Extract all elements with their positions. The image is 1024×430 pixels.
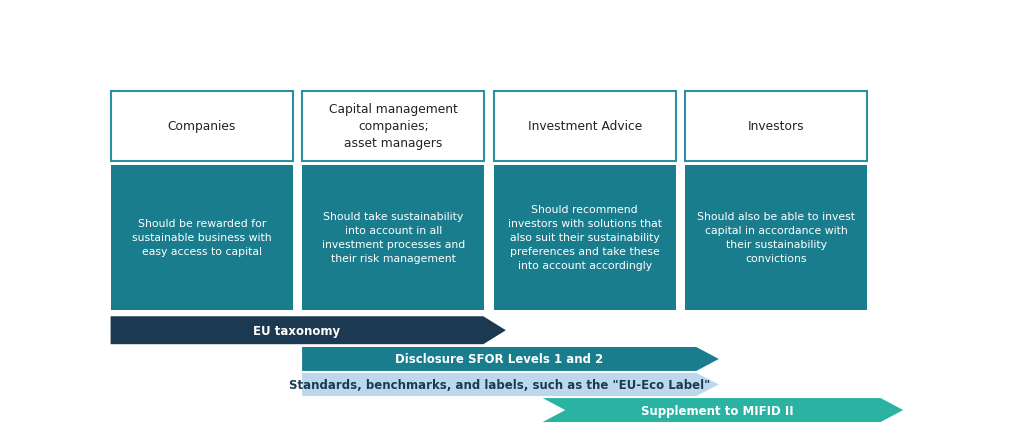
Text: Investors: Investors [748, 120, 805, 133]
Text: Should take sustainability
into account in all
investment processes and
their ri: Should take sustainability into account … [322, 212, 465, 264]
FancyBboxPatch shape [685, 165, 867, 310]
Polygon shape [111, 316, 506, 344]
Text: Should also be able to invest
capital in accordance with
their sustainability
co: Should also be able to invest capital in… [697, 212, 855, 264]
Text: Investment Advice: Investment Advice [527, 120, 642, 133]
Text: Capital management
companies;
asset managers: Capital management companies; asset mana… [329, 103, 458, 150]
Polygon shape [543, 398, 903, 422]
Text: EU taxonomy: EU taxonomy [253, 324, 341, 337]
Text: Should be rewarded for
sustainable business with
easy access to capital: Should be rewarded for sustainable busin… [132, 219, 271, 257]
Polygon shape [302, 347, 719, 371]
FancyBboxPatch shape [111, 92, 293, 161]
FancyBboxPatch shape [494, 92, 676, 161]
Text: Disclosure SFOR Levels 1 and 2: Disclosure SFOR Levels 1 and 2 [395, 353, 603, 366]
Text: Standards, benchmarks, and labels, such as the "EU-Eco Label": Standards, benchmarks, and labels, such … [289, 378, 710, 391]
Text: Companies: Companies [168, 120, 236, 133]
Text: Should recommend
investors with solutions that
also suit their sustainability
pr: Should recommend investors with solution… [508, 205, 662, 271]
FancyBboxPatch shape [302, 165, 484, 310]
Polygon shape [302, 373, 719, 396]
FancyBboxPatch shape [302, 92, 484, 161]
FancyBboxPatch shape [494, 165, 676, 310]
FancyBboxPatch shape [111, 165, 293, 310]
FancyBboxPatch shape [685, 92, 867, 161]
Text: Supplement to MIFID II: Supplement to MIFID II [641, 404, 794, 417]
